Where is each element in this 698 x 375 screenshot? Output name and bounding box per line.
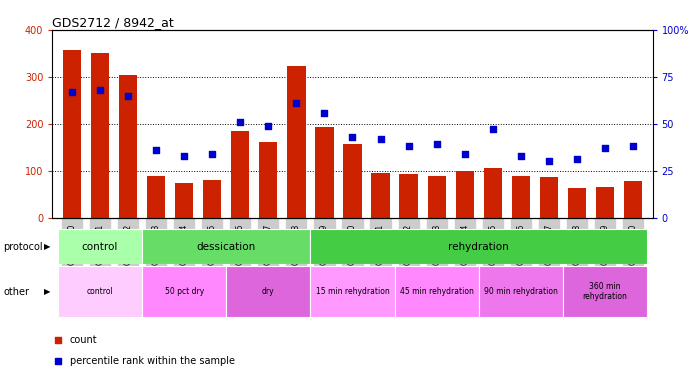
Point (235, 119, 246, 125)
Bar (142, 266, 226, 317)
Text: dry: dry (262, 287, 274, 296)
Bar (315, 127, 334, 218)
Bar (58, 229, 142, 264)
Bar (456, 171, 474, 217)
Bar (479, 266, 563, 317)
Text: control: control (82, 242, 118, 252)
Bar (203, 180, 221, 218)
Bar (58, 266, 142, 317)
Point (375, 136, 386, 142)
Text: ▶: ▶ (44, 242, 51, 251)
Point (543, 158, 554, 164)
Bar (259, 142, 278, 218)
Point (66, 89, 77, 95)
Bar (371, 172, 389, 217)
Point (52, 337, 63, 343)
Text: ▶: ▶ (44, 287, 51, 296)
Bar (231, 131, 249, 218)
Text: protocol: protocol (3, 242, 43, 252)
Text: count: count (70, 335, 98, 345)
Text: 360 min
rehydration: 360 min rehydration (583, 282, 628, 301)
Bar (311, 266, 394, 317)
Text: control: control (87, 287, 113, 296)
Text: other: other (3, 287, 29, 297)
Point (262, 123, 274, 129)
Point (319, 110, 330, 116)
Point (515, 153, 526, 159)
Bar (512, 176, 530, 218)
Point (52, 358, 63, 364)
Bar (484, 168, 502, 217)
Bar (142, 229, 311, 264)
Text: 45 min rehydration: 45 min rehydration (400, 287, 473, 296)
Point (94, 87, 105, 93)
Text: percentile rank within the sample: percentile rank within the sample (70, 356, 235, 366)
Bar (63, 50, 81, 217)
Bar (91, 53, 109, 217)
Point (291, 100, 302, 106)
Bar (288, 66, 306, 218)
Point (207, 151, 218, 157)
Bar (343, 144, 362, 218)
Bar (540, 177, 558, 218)
Text: 15 min rehydration: 15 min rehydration (315, 287, 389, 296)
Point (459, 151, 470, 157)
Bar (624, 181, 642, 218)
Bar (394, 266, 479, 317)
Bar (596, 187, 614, 218)
Text: rehydration: rehydration (448, 242, 509, 252)
Bar (427, 176, 446, 218)
Point (151, 147, 162, 153)
Bar (567, 188, 586, 218)
Text: dessication: dessication (197, 242, 256, 252)
Point (431, 141, 443, 147)
Point (123, 93, 134, 99)
Bar (563, 266, 647, 317)
Text: GDS2712 / 8942_at: GDS2712 / 8942_at (52, 16, 174, 29)
Point (347, 134, 358, 140)
Point (571, 156, 582, 162)
Point (600, 145, 611, 151)
Point (628, 143, 639, 149)
Text: 90 min rehydration: 90 min rehydration (484, 287, 558, 296)
Point (179, 153, 190, 159)
Bar (399, 174, 417, 217)
Text: 50 pct dry: 50 pct dry (165, 287, 204, 296)
Point (487, 126, 498, 132)
Bar (119, 75, 138, 217)
Bar (175, 183, 193, 218)
Bar (147, 176, 165, 218)
Bar (311, 229, 647, 264)
Bar (226, 266, 311, 317)
Point (403, 143, 414, 149)
